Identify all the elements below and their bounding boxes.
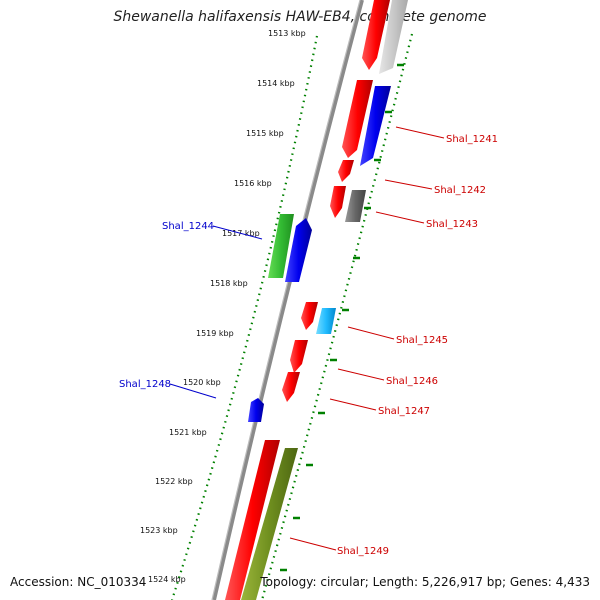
tick-label: 1515 kbp xyxy=(246,129,284,138)
genome-backbone xyxy=(212,0,364,600)
tick-label: 1513 kbp xyxy=(268,29,306,38)
gene-feature[interactable] xyxy=(225,440,280,600)
gene-feature[interactable] xyxy=(248,398,264,422)
gene-labels: Shal_1241 Shal_1242 Shal_1243 Shal_1244 … xyxy=(119,134,498,557)
gene-feature[interactable] xyxy=(282,372,300,402)
leader-lines xyxy=(169,126,445,551)
gene-label-shal-1242[interactable]: Shal_1242 xyxy=(434,185,486,196)
gene-feature[interactable] xyxy=(241,448,298,600)
gene-label-shal-1247[interactable]: Shal_1247 xyxy=(378,406,430,417)
tick-label: 1514 kbp xyxy=(257,79,295,88)
tick-label: 1524 kbp xyxy=(148,575,186,584)
gene-feature[interactable] xyxy=(268,214,294,278)
reverse-features xyxy=(248,214,312,422)
gene-label-shal-1249[interactable]: Shal_1249 xyxy=(337,546,389,557)
accession-text: Accession: NC_010334 xyxy=(10,575,147,589)
tick-label: 1522 kbp xyxy=(155,477,193,486)
tick-label: 1516 kbp xyxy=(234,179,272,188)
outer-tick-track xyxy=(170,35,319,600)
gene-label-shal-1245[interactable]: Shal_1245 xyxy=(396,335,448,346)
tick-marks xyxy=(280,63,404,572)
gene-feature[interactable] xyxy=(290,340,308,373)
gene-feature[interactable] xyxy=(301,302,318,330)
tick-label: 1523 kbp xyxy=(140,526,178,535)
gene-feature[interactable] xyxy=(360,86,391,166)
tick-label: 1518 kbp xyxy=(210,279,248,288)
gene-label-shal-1244[interactable]: Shal_1244 xyxy=(162,221,214,232)
tick-label: 1521 kbp xyxy=(169,428,207,437)
gene-feature[interactable] xyxy=(316,308,336,334)
gene-feature[interactable] xyxy=(342,80,373,158)
topology-text: Topology: circular; Length: 5,226,917 bp… xyxy=(260,575,590,589)
tick-labels: 1513 kbp 1514 kbp 1515 kbp 1516 kbp 1517… xyxy=(140,29,306,584)
gene-feature[interactable] xyxy=(345,190,366,222)
inner-tick-track xyxy=(260,33,414,600)
gene-feature[interactable] xyxy=(285,218,312,282)
gene-label-shal-1248[interactable]: Shal_1248 xyxy=(119,379,171,390)
gene-label-shal-1246[interactable]: Shal_1246 xyxy=(386,376,438,387)
gene-label-shal-1241[interactable]: Shal_1241 xyxy=(446,134,498,145)
gene-feature[interactable] xyxy=(330,186,346,218)
tick-label: 1519 kbp xyxy=(196,329,234,338)
gene-label-shal-1243[interactable]: Shal_1243 xyxy=(426,219,478,230)
tick-label: 1520 kbp xyxy=(183,378,221,387)
forward-features xyxy=(225,0,408,600)
gene-feature[interactable] xyxy=(379,0,408,74)
gene-feature[interactable] xyxy=(362,0,390,70)
gene-feature[interactable] xyxy=(338,160,354,182)
